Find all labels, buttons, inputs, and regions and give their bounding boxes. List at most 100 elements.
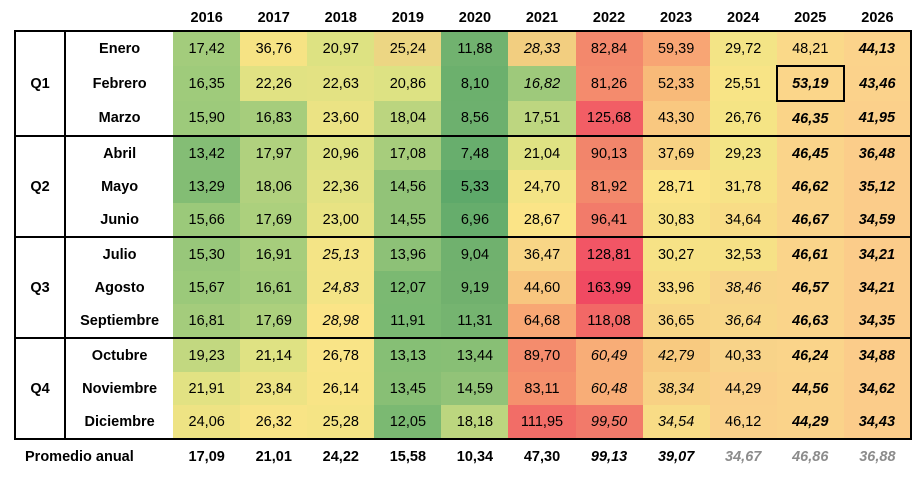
value-cell: 23,84 <box>240 372 308 405</box>
value-cell: 36,65 <box>642 304 710 339</box>
year-header: 2023 <box>659 10 693 26</box>
value-cell: 46,35 <box>776 101 844 137</box>
value-cell: 14,56 <box>374 170 442 203</box>
value-cell: 7,48 <box>441 135 509 170</box>
value-cell: 11,88 <box>441 30 509 66</box>
value-cell: 13,13 <box>374 337 442 372</box>
value-cell: 43,46 <box>843 66 913 101</box>
value-cell: 25,28 <box>307 405 375 440</box>
value-cell: 19,23 <box>173 337 241 372</box>
month-label: Octubre <box>64 337 174 372</box>
value-cell: 46,62 <box>776 170 844 203</box>
annual-average-value: 34,67 <box>725 449 762 465</box>
value-cell: 37,69 <box>642 135 710 170</box>
annual-average-value: 36,88 <box>859 449 896 465</box>
table-row: Q1 Enero 17,42 36,76 20,97 25,24 11,88 28,33 82,… <box>13 30 913 137</box>
table-body: Q1 Enero 17,42 36,76 20,97 25,24 11,88 28,33 82,… <box>13 30 913 474</box>
value-cell: 15,66 <box>173 203 241 238</box>
annual-average-value: 21,01 <box>255 449 292 465</box>
value-cell: 36,76 <box>240 30 308 66</box>
value-cell: 34,88 <box>843 337 913 372</box>
value-cell: 81,26 <box>575 66 643 101</box>
value-cell: 28,98 <box>307 304 375 339</box>
value-cell: 34,21 <box>843 271 913 304</box>
value-cell: 23,60 <box>307 101 375 137</box>
value-cell: 25,51 <box>709 66 777 101</box>
value-cell: 60,49 <box>575 337 643 372</box>
table-row: Q3 Julio 15,30 16,91 25,13 13,96 9,04 36,47 128,… <box>13 236 913 339</box>
value-cell: 5,33 <box>441 170 509 203</box>
value-cell: 15,90 <box>173 101 241 137</box>
value-cell: 16,82 <box>508 66 576 101</box>
value-cell: 46,67 <box>776 203 844 238</box>
year-header: 2020 <box>458 10 492 26</box>
value-cell: 13,42 <box>173 135 241 170</box>
quarter-label: Q3 <box>13 236 67 339</box>
value-cell: 125,68 <box>575 101 643 137</box>
value-cell: 8,56 <box>441 101 509 137</box>
value-cell: 18,04 <box>374 101 442 137</box>
value-cell: 44,60 <box>508 271 576 304</box>
value-cell: 38,46 <box>709 271 777 304</box>
month-label: Mayo <box>64 170 174 203</box>
value-cell: 32,53 <box>709 236 777 271</box>
value-cell: 82,84 <box>575 30 643 66</box>
value-cell: 25,13 <box>307 236 375 271</box>
month-label: Noviembre <box>64 372 174 405</box>
value-cell: 28,33 <box>508 30 576 66</box>
value-cell: 44,13 <box>843 30 913 66</box>
value-cell: 41,95 <box>843 101 913 137</box>
annual-average-row: Promedio anual 17,09 21,01 24,22 15,58 10,34 4… <box>15 439 911 474</box>
value-cell: 40,33 <box>709 337 777 372</box>
annual-average-value: 99,13 <box>590 449 628 465</box>
quarter-label: Q4 <box>13 337 67 440</box>
value-cell: 30,83 <box>642 203 710 238</box>
value-cell: 21,04 <box>508 135 576 170</box>
value-cell: 36,64 <box>709 304 777 339</box>
value-cell: 36,47 <box>508 236 576 271</box>
month-label: Diciembre <box>64 405 174 440</box>
value-cell: 24,70 <box>508 170 576 203</box>
month-label: Febrero <box>64 66 174 101</box>
value-cell: 44,29 <box>776 405 844 440</box>
table-row: Febrero 16,35 22,26 22,63 20,86 8,10 16,82 81,2… <box>15 65 913 102</box>
annual-average-value: 39,07 <box>657 449 695 465</box>
table-row: Septiembre 16,81 17,69 28,98 11,91 11,31 64,68… <box>15 304 913 339</box>
value-cell: 163,99 <box>575 271 643 304</box>
value-cell: 9,19 <box>441 271 509 304</box>
value-cell: 18,18 <box>441 405 509 440</box>
month-label: Julio <box>64 236 174 271</box>
value-cell: 9,04 <box>441 236 509 271</box>
quarter-label: Q1 <box>13 30 67 137</box>
annual-average-value: 17,09 <box>188 449 225 465</box>
value-cell: 20,86 <box>374 66 442 101</box>
value-cell: 60,48 <box>575 372 643 405</box>
value-cell: 34,35 <box>843 304 913 339</box>
annual-average-value: 15,58 <box>389 449 427 465</box>
value-cell: 22,36 <box>307 170 375 203</box>
year-header: 2025 <box>794 10 827 26</box>
year-header: 2021 <box>525 10 559 26</box>
value-cell: 31,78 <box>709 170 777 203</box>
corner-blank <box>15 6 65 31</box>
year-header: 2026 <box>861 10 894 26</box>
value-cell: 26,14 <box>307 372 375 405</box>
value-cell: 83,11 <box>508 372 576 405</box>
table-row: Diciembre 24,06 26,32 25,28 12,05 18,18 111,95… <box>15 405 913 440</box>
value-cell: 25,24 <box>374 30 442 66</box>
value-cell: 35,12 <box>843 170 913 203</box>
corner-blank <box>65 6 173 31</box>
table-row: Junio 15,66 17,69 23,00 14,55 6,96 28,67 96,41 3… <box>15 203 913 238</box>
annual-average-label: Promedio anual <box>25 449 134 465</box>
value-cell: 21,14 <box>240 337 308 372</box>
table-row: Agosto 15,67 16,61 24,83 12,07 9,19 44,60 163,9… <box>15 271 913 304</box>
value-cell: 23,00 <box>307 203 375 238</box>
value-cell: 34,43 <box>843 405 913 440</box>
value-cell: 89,70 <box>508 337 576 372</box>
value-cell: 20,97 <box>307 30 375 66</box>
value-cell: 118,08 <box>575 304 643 339</box>
value-cell: 13,44 <box>441 337 509 372</box>
value-cell: 17,69 <box>240 203 308 238</box>
value-cell: 20,96 <box>307 135 375 170</box>
table-row: Q2 Abril 13,42 17,97 20,96 17,08 7,48 21,04 90,1… <box>13 135 913 238</box>
